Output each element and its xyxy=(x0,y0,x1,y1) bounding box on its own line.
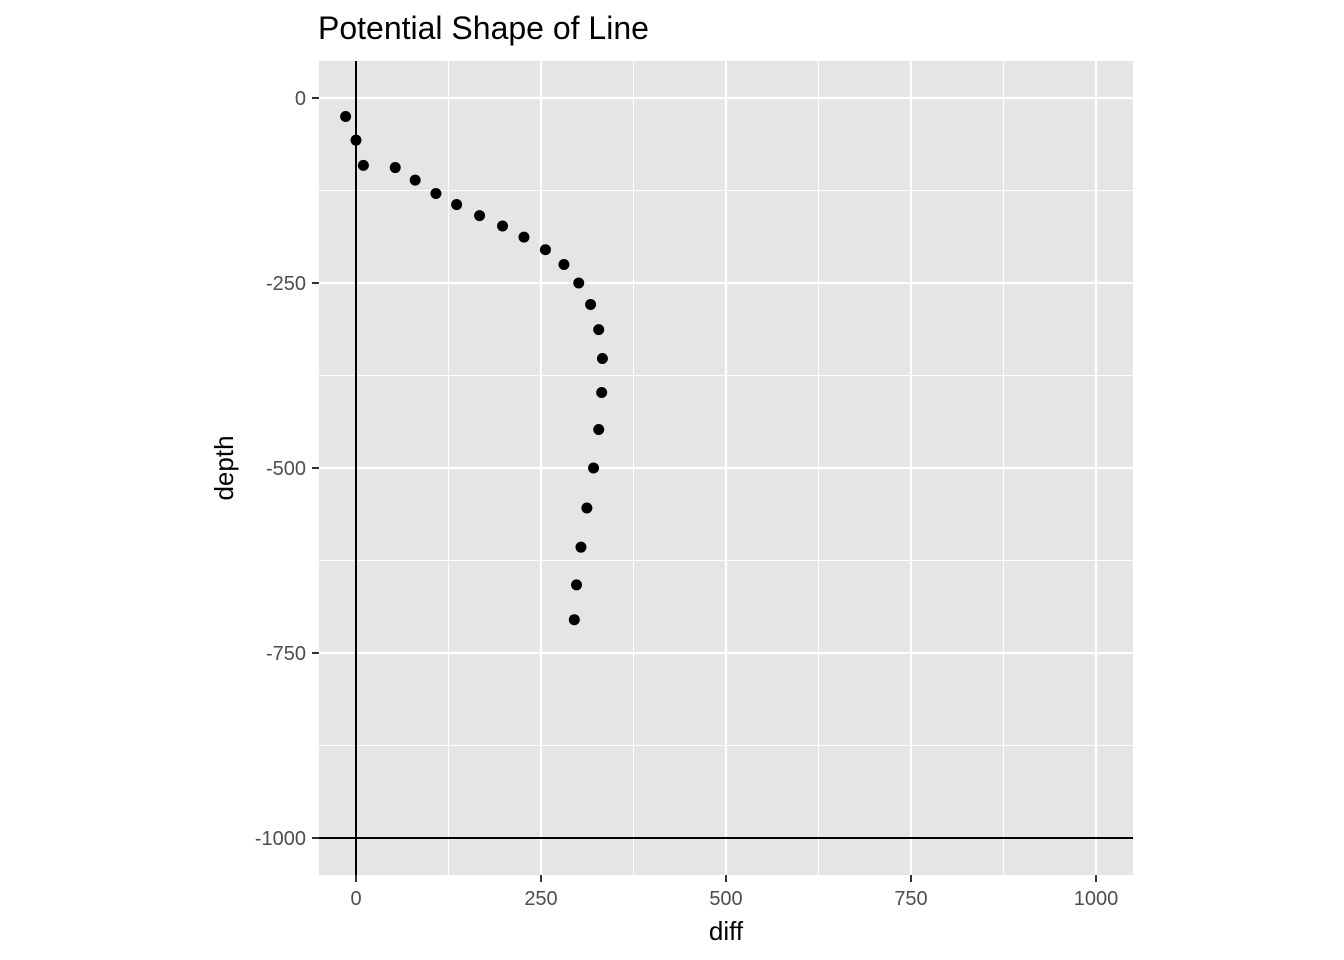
data-point xyxy=(518,231,530,243)
reference-lines xyxy=(319,61,1133,875)
y-tick-label: -250 xyxy=(266,273,306,295)
data-point xyxy=(474,210,486,222)
x-tick-label: 1000 xyxy=(1074,888,1119,910)
x-axis: 0 250 500 750 1000 xyxy=(350,875,1118,910)
y-tick-label: 0 xyxy=(295,88,306,110)
data-point xyxy=(571,579,583,591)
data-point xyxy=(581,502,593,514)
x-tick-label: 750 xyxy=(894,888,927,910)
data-point xyxy=(568,614,580,626)
data-point xyxy=(389,162,401,174)
x-axis-title: diff xyxy=(709,916,744,946)
y-axis-title: depth xyxy=(209,435,239,500)
data-point xyxy=(451,199,463,211)
data-point xyxy=(357,159,369,171)
y-tick-label: -1000 xyxy=(255,828,306,850)
data-point xyxy=(593,324,605,336)
data-point xyxy=(539,244,551,256)
data-point xyxy=(588,462,600,474)
data-points xyxy=(340,111,608,626)
y-axis: 0 -250 -500 -750 -1000 xyxy=(255,88,319,850)
data-point xyxy=(585,298,597,310)
data-point xyxy=(430,187,442,199)
data-point xyxy=(593,424,605,436)
data-point xyxy=(497,220,509,232)
x-tick-label: 500 xyxy=(709,888,742,910)
data-point xyxy=(409,174,421,186)
data-point xyxy=(573,277,585,289)
data-point xyxy=(575,541,587,553)
chart-title: Potential Shape of Line xyxy=(318,10,649,46)
data-point xyxy=(558,259,570,270)
x-tick-label: 250 xyxy=(524,888,557,910)
x-tick-label: 0 xyxy=(350,888,361,910)
data-point xyxy=(340,111,352,122)
data-point xyxy=(350,134,362,146)
data-point xyxy=(596,387,608,399)
y-tick-label: -500 xyxy=(266,458,306,480)
y-tick-label: -750 xyxy=(266,643,306,665)
data-point xyxy=(596,352,608,364)
